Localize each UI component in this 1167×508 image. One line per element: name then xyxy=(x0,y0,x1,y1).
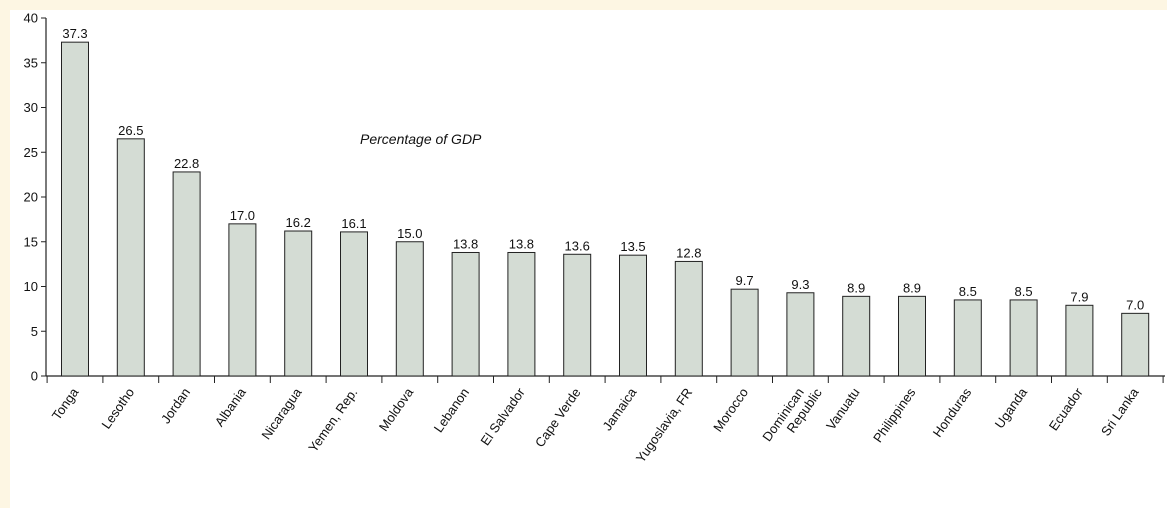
category-label: Yemen, Rep. xyxy=(305,385,360,455)
y-tick-label: 15 xyxy=(24,234,38,249)
bar-nicaragua xyxy=(284,230,313,377)
y-tick-label: 20 xyxy=(24,190,38,205)
category-label-line: Honduras xyxy=(930,385,975,440)
category-label-line: Yemen, Rep. xyxy=(305,385,360,455)
category-label: Ecuador xyxy=(1046,385,1086,434)
value-label: 15.0 xyxy=(397,226,422,241)
value-label: 8.5 xyxy=(1015,284,1033,299)
category-label-line: Ecuador xyxy=(1046,385,1086,434)
category-label: Cape Verde xyxy=(532,385,584,450)
category-label: Lebanon xyxy=(431,385,472,435)
y-tick-label: 30 xyxy=(24,100,38,115)
category-label-line: Sri Lanka xyxy=(1098,384,1142,438)
value-label: 8.5 xyxy=(959,284,977,299)
bar-yemen-rep xyxy=(340,231,368,377)
category-label-line: Jamaica xyxy=(599,384,639,433)
bar-lebanon xyxy=(451,251,480,377)
chart-title: Percentage of GDP xyxy=(360,131,482,147)
bar-moldova xyxy=(395,241,424,377)
value-label: 13.8 xyxy=(453,236,478,251)
category-label-line: Albania xyxy=(212,384,250,429)
category-label: Moldova xyxy=(376,384,417,433)
value-label: 16.2 xyxy=(286,215,311,230)
bar-vanuatu xyxy=(842,295,871,377)
category-label: Honduras xyxy=(930,385,975,440)
bar-ecuador xyxy=(1065,304,1094,377)
bar-lesotho xyxy=(116,138,145,377)
value-label: 8.9 xyxy=(847,280,865,295)
value-label: 26.5 xyxy=(118,123,143,138)
category-label-line: El Salvador xyxy=(477,385,528,449)
category-label: Nicaragua xyxy=(258,384,305,442)
bar-honduras xyxy=(953,299,982,377)
category-label-line: Vanuatu xyxy=(823,385,863,432)
category-label: Jordan xyxy=(158,385,193,426)
category-label: DominicanRepublic xyxy=(759,377,825,453)
category-label: Yugoslavia, FR xyxy=(633,385,695,465)
value-label: 12.8 xyxy=(676,245,701,260)
value-label: 13.6 xyxy=(565,238,590,253)
value-label: 7.0 xyxy=(1126,297,1144,312)
y-tick-label: 40 xyxy=(24,11,38,26)
y-tick-label: 0 xyxy=(31,369,38,384)
category-label: Lesotho xyxy=(98,385,137,432)
bar-chart: 0 5 10 15 20 25 30 35 40 37.3 Tonga 26.5 Lesotho 22.8… xyxy=(24,11,1165,465)
value-label: 37.3 xyxy=(62,26,87,41)
category-label: El Salvador xyxy=(477,385,528,449)
value-label: 7.9 xyxy=(1070,289,1088,304)
bar-uganda xyxy=(1009,299,1038,377)
category-label: Vanuatu xyxy=(823,385,863,432)
bar-yugoslavia-fr xyxy=(674,260,703,377)
y-tick-label: 5 xyxy=(31,324,38,339)
bar-dominican-republic xyxy=(786,292,815,377)
category-label: Uganda xyxy=(992,384,1031,431)
value-label: 13.5 xyxy=(620,239,645,254)
category-label: Jamaica xyxy=(599,384,639,433)
bar-morocco xyxy=(730,288,759,377)
y-tick-label: 10 xyxy=(24,279,38,294)
category-label: Morocco xyxy=(710,385,751,434)
category-label-line: Jordan xyxy=(158,385,193,426)
category-label-line: Tonga xyxy=(49,384,82,422)
category-label: Tonga xyxy=(49,384,82,422)
value-label: 8.9 xyxy=(903,280,921,295)
bar-albania xyxy=(228,223,257,377)
value-label: 22.8 xyxy=(174,156,199,171)
value-label: 9.7 xyxy=(736,273,754,288)
category-label-line: Philippines xyxy=(870,385,919,446)
value-label: 13.8 xyxy=(509,236,534,251)
category-label-line: Yugoslavia, FR xyxy=(633,385,695,465)
category-label: Philippines xyxy=(870,385,919,446)
bar-jamaica xyxy=(619,254,647,377)
y-tick-label: 25 xyxy=(24,145,38,160)
value-label: 17.0 xyxy=(230,208,255,223)
bar-jordan xyxy=(172,171,201,377)
value-label: 9.3 xyxy=(791,277,809,292)
category-label-line: Morocco xyxy=(710,385,751,434)
category-label-line: Moldova xyxy=(376,384,417,433)
bar-tonga xyxy=(61,41,89,377)
category-label-line: Lebanon xyxy=(431,385,472,435)
bar-cape-verde xyxy=(563,253,592,377)
bar-philippines xyxy=(898,295,926,377)
category-label-line: Lesotho xyxy=(98,385,137,432)
y-tick-label: 35 xyxy=(24,55,38,70)
category-label-line: Nicaragua xyxy=(258,384,305,442)
bar-sri-lanka xyxy=(1121,312,1150,377)
bar-el-salvador xyxy=(507,251,536,377)
category-label: Sri Lanka xyxy=(1098,384,1142,438)
category-label-line: Cape Verde xyxy=(532,385,584,450)
category-label-line: Uganda xyxy=(992,384,1031,431)
value-label: 16.1 xyxy=(341,216,366,231)
category-label: Albania xyxy=(212,384,250,429)
chart-container: 0 5 10 15 20 25 30 35 40 37.3 Tonga 26.5 Lesotho 22.8… xyxy=(10,10,1167,508)
